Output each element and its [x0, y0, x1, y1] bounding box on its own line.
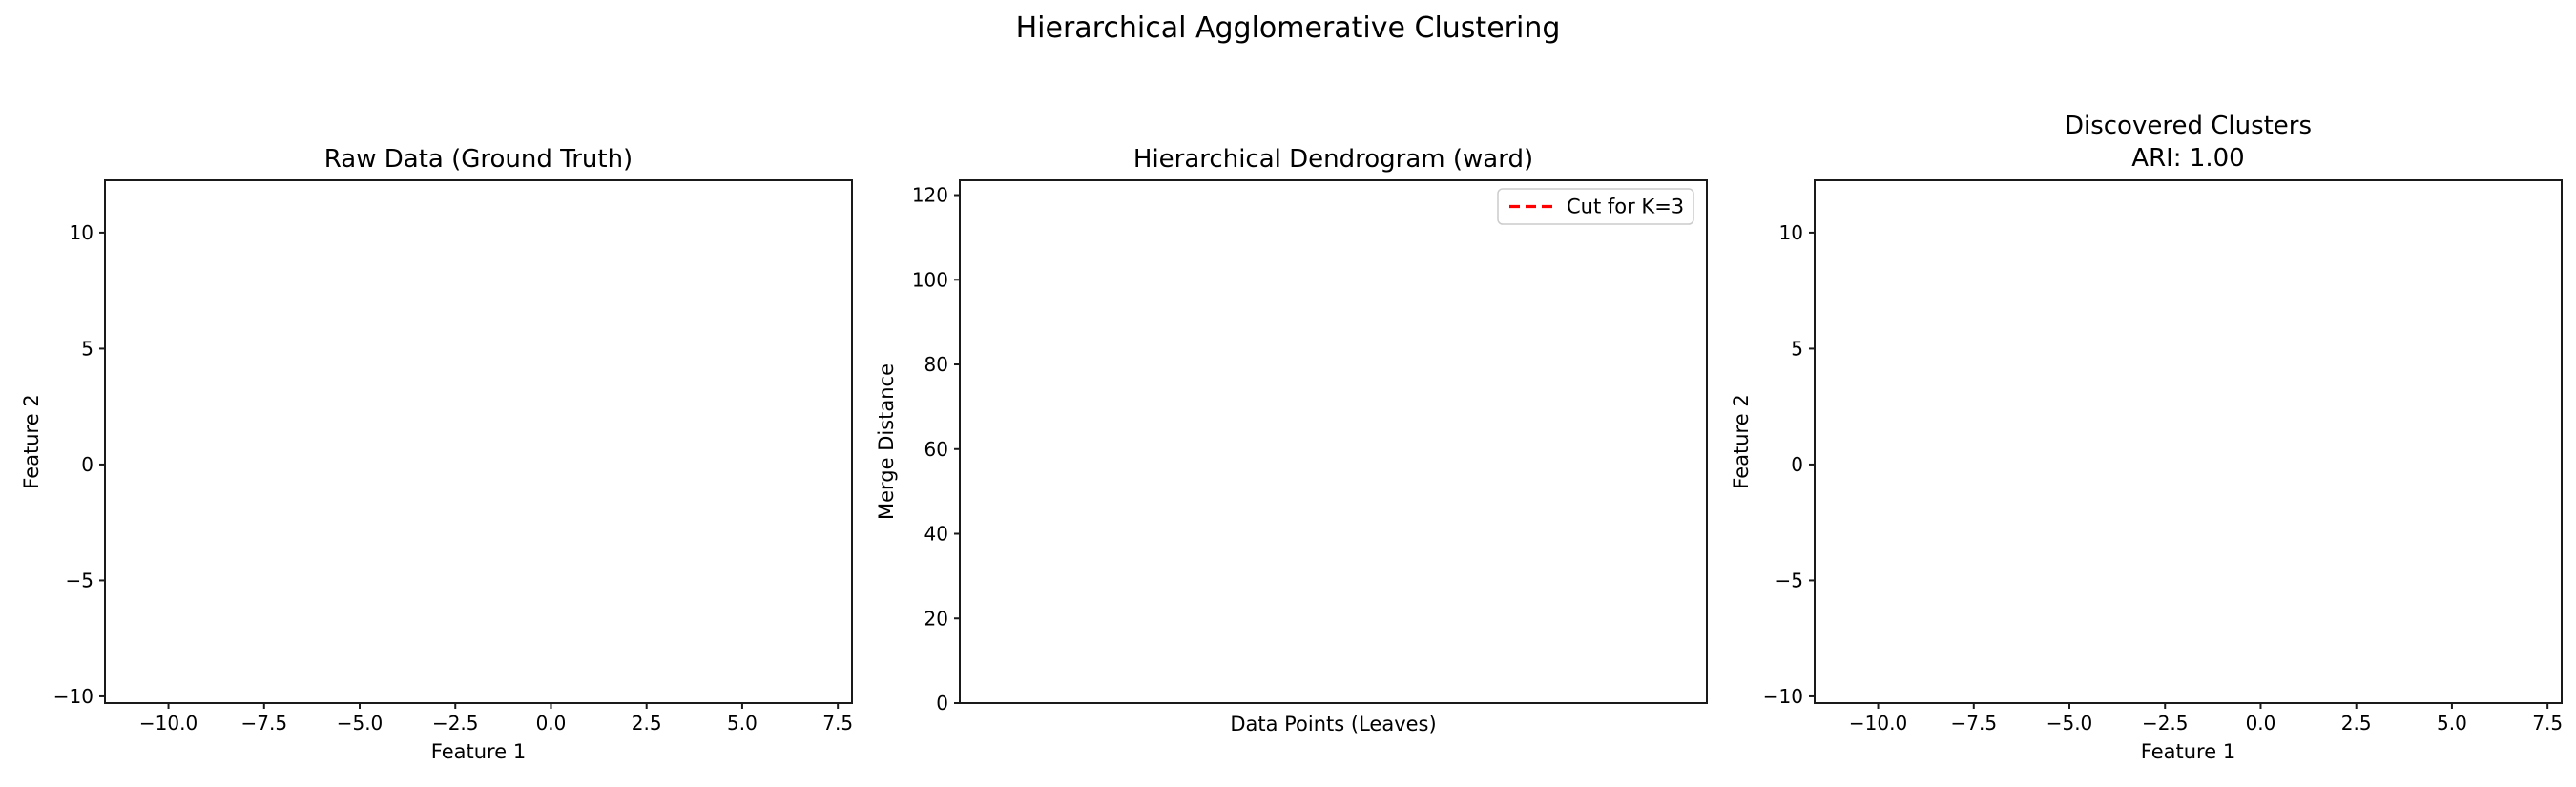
- x-tick-label: −5.0: [337, 712, 384, 735]
- y-tick-label: 120: [912, 184, 948, 207]
- y-tick-label: −10: [53, 685, 93, 708]
- y-tick-label: 10: [70, 221, 93, 244]
- x-tick-label: −5.0: [2046, 712, 2093, 735]
- y-tick-label: 0: [936, 692, 948, 715]
- y-tick-label: 0: [1791, 453, 1803, 476]
- x-tick-label: 5.0: [727, 712, 758, 735]
- y-tick-label: −5: [66, 569, 93, 591]
- x-tick-label: 7.5: [822, 712, 853, 735]
- axes-frame: [959, 179, 1708, 704]
- x-tick-label: −7.5: [1950, 712, 1997, 735]
- axes-title-line1: Discovered Clusters: [2065, 112, 2312, 140]
- legend-label: Cut for K=3: [1567, 196, 1684, 218]
- x-tick-label: 5.0: [2437, 712, 2467, 735]
- y-tick-label: −5: [1776, 569, 1803, 591]
- x-axis-label: Feature 1: [431, 740, 526, 763]
- y-tick-label: 40: [924, 523, 948, 546]
- axes-title: Hierarchical Dendrogram (ward): [1133, 145, 1533, 174]
- x-tick-label: 0.0: [536, 712, 567, 735]
- figure-title: Hierarchical Agglomerative Clustering: [1015, 11, 1561, 45]
- axes-frame: [1814, 179, 2563, 704]
- x-tick-label: −7.5: [240, 712, 287, 735]
- discovered-clusters-plot: Discovered Clusters ARI: 1.00 −10 −5 0 5 10 −10…: [1730, 112, 2563, 763]
- y-tick-label: 5: [81, 337, 93, 360]
- axes-title-line2: ARI: 1.00: [2131, 144, 2244, 173]
- raw-data-plot: Raw Data (Ground Truth) −10 −5 0 5 10 −10.0 −7.…: [20, 145, 853, 763]
- dendrogram-plot: Hierarchical Dendrogram (ward) 0 20 40 60 80 1…: [875, 145, 1708, 735]
- y-tick-label: 10: [1779, 221, 1803, 244]
- legend: Cut for K=3: [1497, 188, 1694, 225]
- y-tick-label: 80: [924, 353, 948, 376]
- x-axis-label: Data Points (Leaves): [1230, 713, 1436, 735]
- y-tick-label: 0: [81, 453, 93, 476]
- y-tick-label: 100: [912, 268, 948, 291]
- x-tick-label: −10.0: [139, 712, 197, 735]
- y-tick-label: 5: [1791, 337, 1803, 360]
- y-axis-label: Merge Distance: [875, 363, 898, 520]
- axes-title: Raw Data (Ground Truth): [324, 145, 633, 174]
- axes-frame: [104, 179, 853, 704]
- x-tick-label: 2.5: [2341, 712, 2372, 735]
- x-axis-label: Feature 1: [2141, 740, 2235, 763]
- y-tick-label: 20: [924, 607, 948, 630]
- y-tick-label: 60: [924, 438, 948, 461]
- x-tick-label: 0.0: [2246, 712, 2276, 735]
- x-tick-label: −2.5: [432, 712, 479, 735]
- y-axis-label: Feature 2: [20, 394, 43, 488]
- legend-box: [1497, 188, 1694, 225]
- x-tick-label: −10.0: [1849, 712, 1907, 735]
- x-tick-label: −2.5: [2142, 712, 2189, 735]
- y-axis-label: Feature 2: [1730, 394, 1753, 488]
- x-tick-label: 7.5: [2532, 712, 2563, 735]
- x-tick-label: 2.5: [632, 712, 662, 735]
- y-tick-label: −10: [1763, 685, 1803, 708]
